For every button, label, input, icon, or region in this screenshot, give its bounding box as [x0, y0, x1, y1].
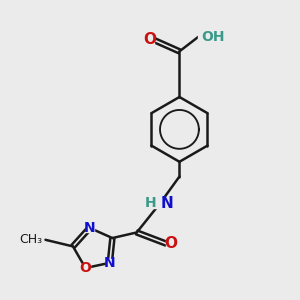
Text: N: N	[104, 256, 116, 270]
Text: O: O	[164, 236, 177, 251]
Text: O: O	[143, 32, 156, 47]
Bar	[198, 32, 211, 41]
Bar	[145, 35, 154, 44]
Bar	[167, 239, 175, 248]
Text: O: O	[80, 261, 92, 275]
Bar	[85, 224, 94, 232]
Bar	[106, 259, 114, 267]
Text: N: N	[84, 221, 95, 235]
Text: H: H	[145, 196, 157, 210]
Text: N: N	[160, 196, 173, 211]
Text: CH₃: CH₃	[20, 233, 43, 246]
Text: OH: OH	[201, 30, 224, 44]
Bar	[81, 264, 90, 272]
Bar	[151, 198, 170, 208]
